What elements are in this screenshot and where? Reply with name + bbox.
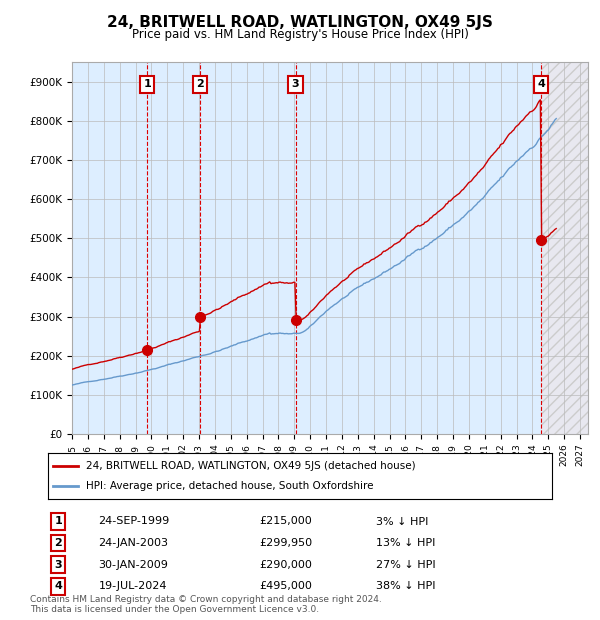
- Text: £290,000: £290,000: [260, 560, 313, 570]
- Text: £495,000: £495,000: [260, 581, 313, 591]
- Bar: [541, 62, 588, 434]
- Text: 30-JAN-2009: 30-JAN-2009: [98, 560, 168, 570]
- Text: 2: 2: [196, 79, 204, 89]
- Text: 2: 2: [54, 538, 62, 548]
- Text: 1: 1: [54, 516, 62, 526]
- Text: 1: 1: [143, 79, 151, 89]
- Text: 3% ↓ HPI: 3% ↓ HPI: [376, 516, 428, 526]
- Text: 19-JUL-2024: 19-JUL-2024: [98, 581, 167, 591]
- Text: 3: 3: [292, 79, 299, 89]
- Text: £299,950: £299,950: [260, 538, 313, 548]
- Text: £215,000: £215,000: [260, 516, 313, 526]
- Bar: [541, 62, 588, 434]
- Text: 38% ↓ HPI: 38% ↓ HPI: [376, 581, 435, 591]
- Text: 13% ↓ HPI: 13% ↓ HPI: [376, 538, 435, 548]
- Text: 4: 4: [537, 79, 545, 89]
- Text: 4: 4: [54, 581, 62, 591]
- Text: 24, BRITWELL ROAD, WATLINGTON, OX49 5JS: 24, BRITWELL ROAD, WATLINGTON, OX49 5JS: [107, 16, 493, 30]
- Text: 24, BRITWELL ROAD, WATLINGTON, OX49 5JS (detached house): 24, BRITWELL ROAD, WATLINGTON, OX49 5JS …: [86, 461, 415, 471]
- Text: 27% ↓ HPI: 27% ↓ HPI: [376, 560, 435, 570]
- Text: Price paid vs. HM Land Registry's House Price Index (HPI): Price paid vs. HM Land Registry's House …: [131, 28, 469, 41]
- Text: Contains HM Land Registry data © Crown copyright and database right 2024.: Contains HM Land Registry data © Crown c…: [30, 595, 382, 604]
- Text: 3: 3: [54, 560, 62, 570]
- Text: HPI: Average price, detached house, South Oxfordshire: HPI: Average price, detached house, Sout…: [86, 481, 373, 491]
- Text: This data is licensed under the Open Government Licence v3.0.: This data is licensed under the Open Gov…: [30, 604, 319, 614]
- Text: 24-SEP-1999: 24-SEP-1999: [98, 516, 170, 526]
- Bar: [72, 62, 541, 434]
- Text: 24-JAN-2003: 24-JAN-2003: [98, 538, 169, 548]
